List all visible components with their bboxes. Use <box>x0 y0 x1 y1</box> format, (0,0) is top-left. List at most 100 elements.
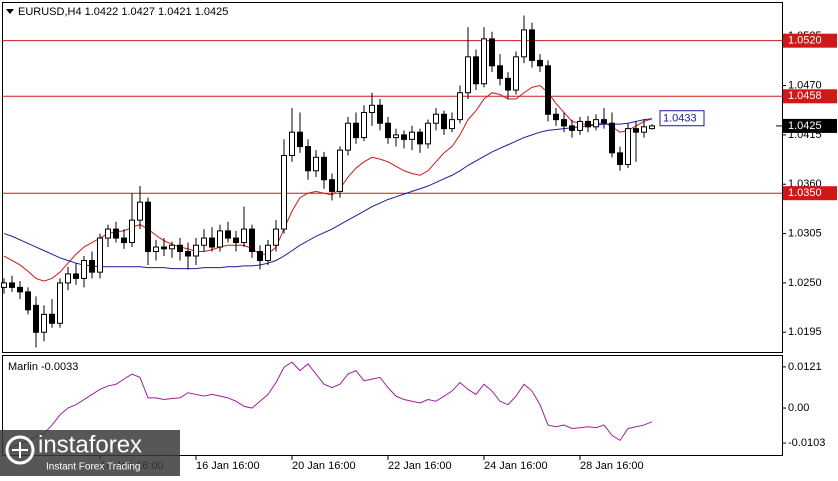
x-tick-label: 20 Jan 16:00 <box>292 460 356 472</box>
candle-body <box>81 259 87 279</box>
candle-body <box>209 237 215 248</box>
candle-body <box>441 113 447 130</box>
candle-body <box>265 244 271 261</box>
candle-body <box>529 29 535 61</box>
y-tick-label: 0.0121 <box>788 361 822 373</box>
indicator-panel <box>2 355 783 456</box>
logo-name: instaforex <box>38 431 142 458</box>
candle-body <box>625 128 631 165</box>
logo-tagline: Instant Forex Trading <box>46 462 141 473</box>
candle-body <box>545 65 551 115</box>
candle-body <box>361 111 367 139</box>
level-tag <box>783 186 837 201</box>
x-tick-label: 22 Jan 16:00 <box>388 460 452 472</box>
candle-body <box>609 122 615 154</box>
candle-body <box>649 125 655 130</box>
candle-body <box>241 228 247 244</box>
candle-body <box>473 56 479 85</box>
candle-body <box>161 246 167 250</box>
candle-body <box>9 282 15 288</box>
candle-body <box>593 119 599 128</box>
candle-body <box>193 244 199 257</box>
candle-body <box>289 131 295 157</box>
candle-body <box>25 291 31 311</box>
candle-body <box>225 230 231 239</box>
candle-body <box>449 119 455 130</box>
candle-body <box>329 179 335 192</box>
candle-body <box>337 149 343 192</box>
candle-body <box>553 113 559 121</box>
candle-body <box>353 122 359 139</box>
candle-body <box>121 237 127 244</box>
x-tick-label: 16 Jan 16:00 <box>196 460 260 472</box>
candle-body <box>393 134 399 139</box>
candle-body <box>1 282 7 288</box>
candle-body <box>569 125 575 131</box>
candle-body <box>249 228 255 253</box>
ma-value-label: 1.0433 <box>663 113 697 125</box>
candle-body <box>137 201 143 221</box>
candle-body <box>345 122 351 151</box>
candle-body <box>65 273 71 284</box>
last-price-tag <box>783 118 837 133</box>
candle-body <box>89 259 95 273</box>
candle-body <box>297 131 303 148</box>
candle-body <box>617 152 623 165</box>
candle-body <box>385 122 391 139</box>
level-label: 1.0350 <box>788 187 822 199</box>
candle-body <box>601 119 607 124</box>
candle-body <box>153 246 159 253</box>
candle-body <box>633 128 639 133</box>
candle-body <box>577 120 583 131</box>
candle-body <box>313 156 319 172</box>
y-tick-label: 1.0250 <box>788 277 822 289</box>
collapse-arrow <box>6 9 14 14</box>
candle-body <box>273 228 279 246</box>
candle-body <box>401 134 407 140</box>
logo: instaforex Instant Forex Trading <box>0 430 180 476</box>
candle-body <box>585 120 591 128</box>
candle-body <box>97 237 103 273</box>
moving-average <box>3 84 653 282</box>
candle-body <box>433 113 439 124</box>
candle-body <box>281 155 287 230</box>
candle-body <box>169 244 175 250</box>
level-label: 1.0520 <box>788 35 822 47</box>
candle-body <box>641 126 647 133</box>
moving-average <box>3 118 653 270</box>
price-panel <box>2 2 783 353</box>
candle-body <box>257 251 263 261</box>
candle-body <box>17 286 23 293</box>
candle-body <box>113 228 119 239</box>
candle-body <box>185 251 191 257</box>
candle-body <box>425 122 431 145</box>
candle-body <box>201 237 207 246</box>
indicator-title: Marlin -0.0033 <box>8 361 78 373</box>
logo-background <box>0 430 180 476</box>
logo-icon-mark <box>12 442 28 458</box>
candle-body <box>457 92 463 121</box>
candle-body <box>33 304 39 333</box>
candle-body <box>49 313 55 324</box>
logo-icon <box>5 435 35 465</box>
candle-body <box>105 228 111 239</box>
candle-body <box>465 56 471 94</box>
level-label: 1.0458 <box>788 90 822 102</box>
candle-body <box>521 29 527 58</box>
ma-value-box <box>659 110 705 127</box>
chart-title: EURUSD,H4 1.0422 1.0427 1.0421 1.0425 <box>18 6 228 18</box>
candle-body <box>561 119 567 127</box>
candle-body <box>145 201 151 253</box>
y-tick-label: 0.00 <box>788 402 809 414</box>
y-tick-label: 1.0305 <box>788 227 822 239</box>
candle-body <box>233 237 239 244</box>
candle-body <box>217 230 223 248</box>
candle-body <box>409 131 415 140</box>
candle-body <box>177 244 183 253</box>
candle-body <box>369 104 375 113</box>
candle-body <box>305 146 311 172</box>
y-tick-label: -0.0103 <box>788 437 825 449</box>
